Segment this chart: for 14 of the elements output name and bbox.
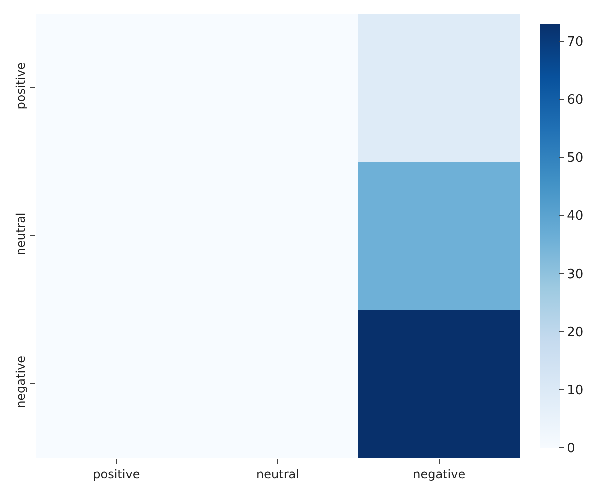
color-bar-label: 50 xyxy=(567,151,584,166)
y-tick-label: negative xyxy=(14,356,28,408)
color-bar-label: 40 xyxy=(567,209,584,224)
x-tick-label: negative xyxy=(413,467,466,482)
x-tick-label: neutral xyxy=(256,467,300,482)
color-bar-label: 30 xyxy=(567,267,584,282)
color-bar-label: 0 xyxy=(567,442,576,457)
color-bar-label: 60 xyxy=(567,93,584,108)
y-tick-label: neutral xyxy=(14,212,28,256)
color-bar-label: 70 xyxy=(567,34,584,50)
y-tick-label: positive xyxy=(14,62,28,110)
color-bar-label: 20 xyxy=(567,325,584,340)
color-bar-label: 10 xyxy=(567,383,584,398)
x-tick-label: positive xyxy=(93,467,140,482)
